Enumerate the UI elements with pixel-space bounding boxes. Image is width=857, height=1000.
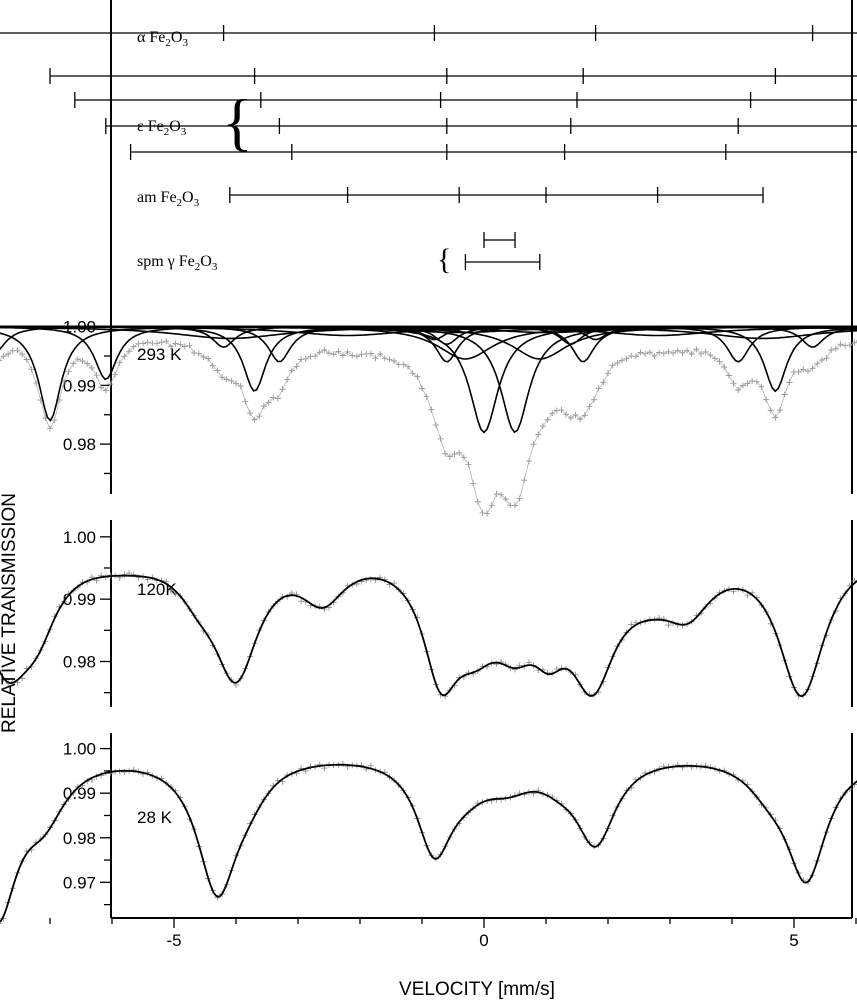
y-tick-label: 0.99	[63, 590, 96, 609]
stick-row-epsilon	[129, 144, 857, 160]
y-tick-label: 0.98	[63, 652, 96, 671]
y-axis-label: RELATIVE TRANSMISSION	[0, 493, 20, 733]
data-point	[0, 360, 2, 362]
stick-diagram-labels: α Fe2O3 ε Fe2O3 am Fe2O3 spm γ Fe2O3 { {	[137, 29, 451, 276]
stick-row-epsilon	[74, 92, 857, 108]
stick-label: α Fe2O3	[137, 29, 188, 49]
data-point	[0, 670, 2, 672]
temperature-label: 293 K	[137, 345, 182, 364]
y-tick-label: 0.98	[63, 435, 96, 454]
fit-component-line	[0, 326, 857, 434]
stick-row-spm	[483, 232, 516, 248]
x-axis: -10-50510	[49, 918, 857, 950]
data-point	[688, 763, 695, 770]
data-point	[665, 622, 672, 629]
data-guide-line	[0, 340, 857, 514]
stick-row-epsilon	[49, 68, 857, 84]
data-point	[0, 923, 2, 925]
y-tick-label: 1.00	[63, 740, 96, 759]
stick-row-am	[229, 187, 764, 203]
panel-2: 1.00 0.99 0.98 0.97 28 K	[0, 733, 857, 925]
data-point	[744, 592, 751, 599]
y-tick-label: 0.97	[63, 873, 96, 892]
spm-brace: {	[437, 243, 451, 276]
stick-row-alpha	[0, 25, 857, 41]
fit-curve	[0, 763, 857, 923]
stick-diagram	[0, 25, 857, 270]
fit-curve	[0, 574, 857, 698]
fit-component-line	[0, 326, 857, 434]
stick-label: am Fe2O3	[137, 189, 200, 209]
temperature-label: 28 K	[137, 808, 173, 827]
data-point	[298, 598, 305, 605]
data-points	[0, 570, 857, 700]
fit-component-line	[0, 325, 857, 332]
y-tick-label: 0.99	[63, 784, 96, 803]
y-tick-label: 0.99	[63, 376, 96, 395]
stick-label: ε Fe2O3	[137, 118, 187, 138]
fit-component-line	[0, 326, 857, 360]
y-tick-label: 1.00	[63, 528, 96, 547]
data-point	[628, 621, 635, 628]
y-tick-label: 0.98	[63, 829, 96, 848]
stick-row-spm	[464, 254, 541, 270]
stick-label: spm γ Fe2O3	[137, 253, 218, 273]
x-tick-label: 5	[789, 931, 798, 950]
stick-row-epsilon	[105, 118, 857, 134]
data-point	[121, 571, 128, 578]
fit-component-line	[0, 325, 857, 381]
epsilon-brace: {	[222, 86, 253, 157]
x-tick-label: -5	[166, 931, 181, 950]
x-axis-label: VELOCITY [mm/s]	[399, 979, 555, 1000]
x-tick-label: 0	[479, 931, 488, 950]
data-points	[0, 760, 857, 925]
data-point	[167, 587, 174, 594]
data-point	[674, 762, 681, 769]
